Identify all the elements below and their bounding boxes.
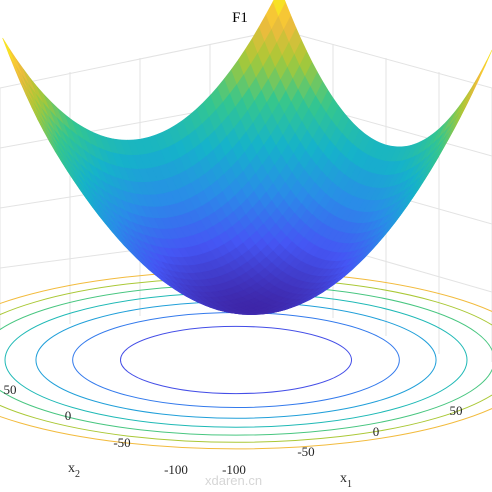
- surface-patch: [272, 0, 286, 17]
- contour-line: [35, 301, 437, 419]
- x2-axis-label: x2: [68, 461, 80, 480]
- x2-tick-label: 0: [65, 408, 72, 423]
- x1-tick-label: -50: [297, 444, 314, 459]
- watermark: xdaren.cn: [205, 473, 262, 488]
- x2-tick-label: -50: [113, 435, 130, 450]
- axis-ticks: -100 -50 0 50 -100 -50 0 50: [4, 382, 463, 477]
- surface-mesh: [2, 0, 492, 315]
- x1-axis-label: x1: [340, 471, 352, 490]
- x2-tick-label: 50: [4, 382, 17, 397]
- surface-patch: [2, 37, 16, 65]
- x2-tick-label: -100: [164, 462, 188, 477]
- x1-tick-label: 50: [450, 403, 463, 418]
- chart-title: F1: [232, 10, 248, 26]
- x1-tick-label: -100: [222, 462, 246, 477]
- x1-tick-label: 0: [373, 424, 380, 439]
- contour-line: [120, 325, 352, 395]
